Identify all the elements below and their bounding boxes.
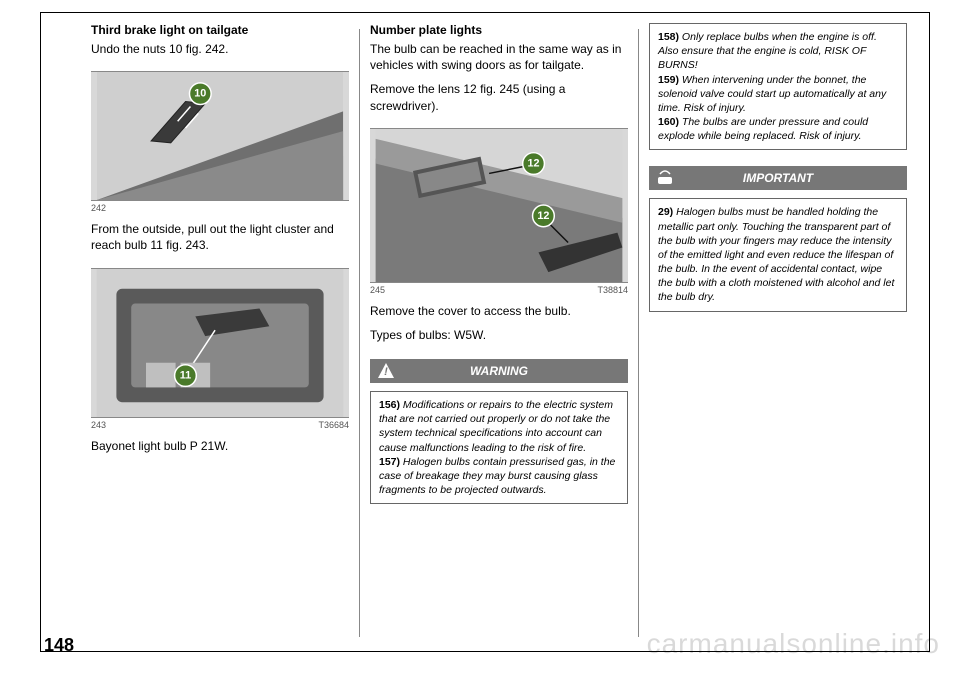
ref-156: 156) [379, 399, 400, 411]
warning-box-156-157: 156) Modifications or repairs to the ele… [370, 391, 628, 504]
watermark: carmanualsonline.info [647, 628, 940, 660]
warn-159-text: When intervening under the bonnet, the s… [658, 74, 886, 114]
important-box-29: 29) Halogen bulbs must be handled holdin… [649, 198, 907, 311]
callout-12a: 12 [528, 157, 540, 169]
important-title: IMPORTANT [743, 171, 813, 185]
callout-12b: 12 [537, 210, 549, 222]
col1-p3: Bayonet light bulb P 21W. [91, 438, 349, 454]
callout-10: 10 [194, 88, 206, 100]
warning-title: WARNING [470, 364, 528, 378]
callout-11: 11 [180, 369, 191, 381]
warning-banner: ! WARNING [370, 359, 628, 383]
fig-code: T38814 [597, 285, 628, 295]
page-frame: Third brake light on tailgate Undo the n… [40, 12, 930, 652]
col2-heading: Number plate lights [370, 23, 628, 37]
fig-num: 243 [91, 420, 106, 430]
warn-156-text: Modifications or repairs to the electric… [379, 399, 613, 454]
fig-num: 242 [91, 203, 106, 213]
col1-p2: From the outside, pull out the light clu… [91, 221, 349, 253]
figure-245-caption: 245 T38814 [370, 285, 628, 295]
figure-242-caption: 242 [91, 203, 349, 213]
col2-p4: Types of bulbs: W5W. [370, 327, 628, 343]
figure-243: 11 [91, 268, 349, 418]
warning-box-158-160: 158) Only replace bulbs when the engine … [649, 23, 907, 150]
col2-p1: The bulb can be reached in the same way … [370, 41, 628, 73]
ref-157: 157) [379, 456, 400, 468]
warn-158-text: Only replace bulbs when the engine is of… [658, 31, 877, 71]
imp-29-text: Halogen bulbs must be handled holding th… [658, 206, 894, 303]
column-1: Third brake light on tailgate Undo the n… [81, 23, 359, 651]
important-banner: IMPORTANT [649, 166, 907, 190]
ref-158: 158) [658, 31, 679, 43]
figure-242: 10 [91, 71, 349, 201]
ref-29: 29) [658, 206, 673, 218]
columns: Third brake light on tailgate Undo the n… [41, 13, 929, 651]
figure-243-caption: 243 T36684 [91, 420, 349, 430]
col2-p3: Remove the cover to access the bulb. [370, 303, 628, 319]
warn-160-text: The bulbs are under pressure and could e… [658, 116, 868, 142]
col1-heading: Third brake light on tailgate [91, 23, 349, 37]
important-icon [655, 168, 675, 188]
ref-160: 160) [658, 116, 679, 128]
figure-245: 12 12 [370, 128, 628, 283]
page-number: 148 [44, 635, 74, 656]
fig-num: 245 [370, 285, 385, 295]
svg-text:!: ! [384, 366, 388, 378]
fig-code: T36684 [318, 420, 349, 430]
warning-icon: ! [376, 361, 396, 381]
column-3: 158) Only replace bulbs when the engine … [639, 23, 917, 651]
col1-p1: Undo the nuts 10 fig. 242. [91, 41, 349, 57]
column-2: Number plate lights The bulb can be reac… [360, 23, 638, 651]
ref-159: 159) [658, 74, 679, 86]
warn-157-text: Halogen bulbs contain pressurised gas, i… [379, 456, 615, 496]
col2-p2: Remove the lens 12 fig. 245 (using a scr… [370, 81, 628, 113]
